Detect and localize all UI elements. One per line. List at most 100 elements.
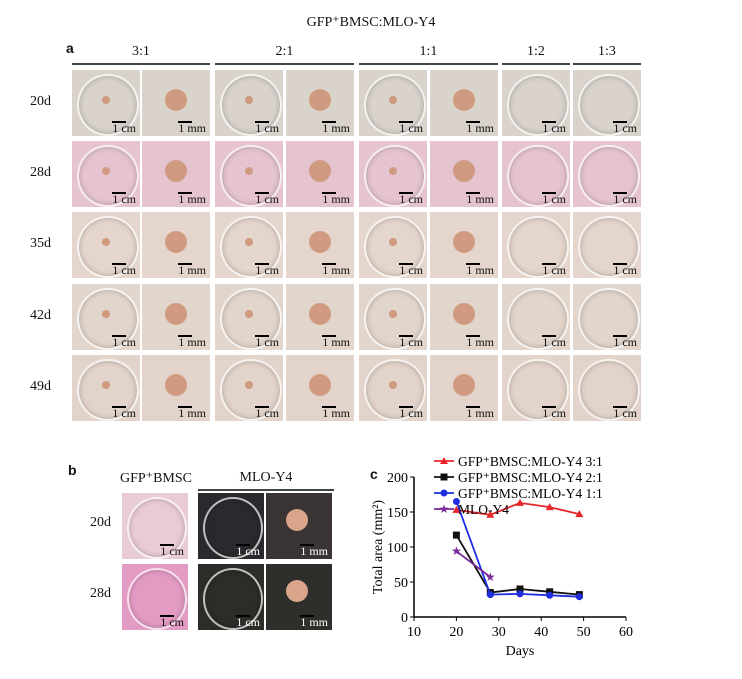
y-tick-label: 0 [401,611,408,626]
culture-dish [77,287,139,350]
data-point-square [440,473,448,481]
culture-dish [578,358,640,421]
culture-photo: 1 cm [198,493,264,559]
culture-dish [220,287,282,350]
culture-photo: 1 cm [573,212,641,278]
culture-photo: 1 cm [502,284,570,350]
ratio-label: 2:1 [275,44,294,59]
cell-aggregate [165,160,187,182]
group-divider [502,63,570,65]
culture-dish [364,215,426,278]
col-label-bmsc: GFP⁺BMSC [118,470,194,487]
scale-bar: 1 cm [399,192,423,206]
ratio-group-header: 3:1 [72,44,210,65]
y-tick-label: 200 [387,471,408,486]
scale-bar: 1 mm [178,406,206,420]
row-label: 28d [30,165,51,180]
culture-photo: 1 mm [286,70,354,136]
scale-bar: 1 mm [178,263,206,277]
culture-photo: 1 cm [215,141,283,207]
cell-aggregate [309,231,331,253]
culture-dish [578,144,640,207]
scale-bar: 1 cm [112,335,136,349]
culture-dish [364,73,426,136]
scale-bar: 1 cm [542,263,566,277]
scale-bar: 1 cm [613,335,637,349]
cell-aggregate [245,310,253,318]
culture-dish [507,144,569,207]
group-divider [72,63,210,65]
data-point-star: ★ [439,502,450,516]
scale-bar: 1 cm [255,121,279,135]
cell-aggregate [309,89,331,111]
data-point-triangle [486,510,495,518]
scale-bar: 1 cm [236,544,260,558]
culture-dish [220,215,282,278]
scale-bar: 1 cm [399,263,423,277]
scale-bar: 1 mm [322,121,350,135]
scale-bar: 1 cm [255,335,279,349]
panel-b-label: b [68,462,77,478]
culture-photo: 1 mm [430,355,498,421]
data-point-triangle [545,503,554,511]
col-label-text: GFP⁺BMSC [120,471,192,486]
col-label-mlo: MLO-Y4 [198,470,334,491]
culture-photo: 1 mm [286,355,354,421]
culture-photo: 1 mm [286,212,354,278]
culture-photo: 1 mm [266,493,332,559]
culture-photo: 1 cm [573,355,641,421]
data-point-square [546,588,554,596]
culture-dish [507,215,569,278]
scale-bar: 1 cm [613,192,637,206]
scale-bar: 1 mm [300,615,328,629]
row-label: 20d [90,515,111,530]
series-0 [452,498,584,518]
scale-bar: 1 cm [399,121,423,135]
cell-aggregate [102,381,110,389]
culture-photo: 1 mm [430,284,498,350]
culture-dish [220,144,282,207]
culture-dish [507,287,569,350]
ratio-group-header: 1:1 [359,44,498,65]
culture-dish [220,358,282,421]
data-point-star: ★ [485,570,496,584]
culture-photo: 1 cm [72,355,140,421]
cell-aggregate [389,310,397,318]
x-tick-label: 60 [619,625,633,640]
data-point-circle [452,498,460,505]
ratio-group-header: 2:1 [215,44,354,65]
data-point-triangle [575,510,584,518]
scale-bar: 1 cm [236,615,260,629]
scale-bar: 1 mm [322,406,350,420]
panel-c-label: c [370,466,378,482]
group-divider [573,63,641,65]
x-tick-label: 10 [407,625,421,640]
culture-photo: 1 cm [72,70,140,136]
scale-bar: 1 mm [178,335,206,349]
cell-aggregate [309,303,331,325]
group-divider [359,63,498,65]
cell-aggregate [245,96,253,104]
scale-bar: 1 mm [466,192,494,206]
data-point-triangle [452,505,461,513]
scale-bar: 1 mm [466,335,494,349]
culture-photo: 1 cm [573,141,641,207]
cell-aggregate [309,374,331,396]
culture-photo: 1 cm [359,70,427,136]
legend-entry: ★ MLO-Y4 [434,502,509,517]
panel-a-label: a [66,40,74,56]
cell-aggregate [453,160,475,182]
x-axis-label: Days [506,644,535,659]
scale-bar: 1 cm [112,192,136,206]
cell-aggregate [165,374,187,396]
scale-bar: 1 mm [466,263,494,277]
series-1 [452,531,583,599]
ratio-label: 1:1 [419,44,438,59]
ratio-label: 3:1 [132,44,150,59]
ratio-label: 1:3 [598,44,616,59]
legend-entry: GFP⁺BMSC:MLO-Y4 2:1 [434,470,603,485]
x-tick-label: 20 [449,625,463,640]
y-tick-label: 50 [394,576,408,591]
culture-dish [203,567,263,630]
scale-bar: 1 cm [613,263,637,277]
